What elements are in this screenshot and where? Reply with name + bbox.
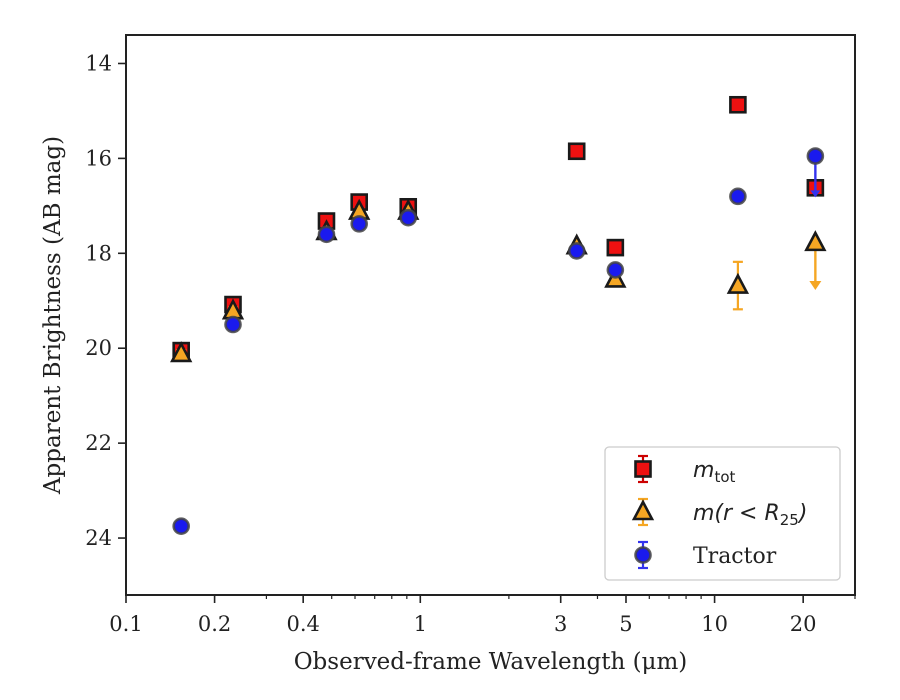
data-point [567,142,586,161]
data-point [606,238,625,257]
data-point [350,215,368,233]
data-point [567,242,586,260]
x-tick-label: 0.2 [198,612,231,636]
limit-arrow-head [809,280,822,290]
plot-frame [125,34,856,596]
data-point [729,187,747,206]
x-tick-label: 20 [790,612,817,636]
x-axis-label: Observed-frame Wavelength (μm) [294,649,688,675]
y-tick-label: 22 [85,431,112,455]
y-tick-label: 20 [85,336,112,360]
series-square [172,95,825,360]
limit-arrow-head [810,190,821,198]
legend-label: m(r < R25) [693,501,807,529]
markers-layer [170,95,827,535]
y-tick-label: 18 [85,241,112,265]
x-axis: 0.1 0.2 0.4 1 3 5 10 20 [109,595,856,636]
x-tick-label: 0.1 [109,612,142,636]
y-axis: 14 16 18 20 22 24 [85,51,126,550]
y-tick-label: 16 [85,146,112,170]
data-point [806,147,825,165]
data-point [726,272,750,294]
x-tick-label: 10 [701,612,728,636]
data-point [224,315,242,334]
legend-marker [631,499,655,521]
legend-marker [634,460,652,478]
x-tick-label: 3 [554,612,567,636]
data-point [172,517,190,535]
x-tick-label: 5 [619,612,632,636]
data-point [729,95,747,114]
legend-label: mtot [693,458,735,486]
data-point [606,261,625,279]
legend-frame [604,446,841,581]
y-tick-label: 24 [85,526,112,550]
y-axis-label: Apparent Brightness (AB mag) [40,136,66,495]
data-point [170,341,193,363]
series-triangle [170,198,827,363]
x-tick-label: 0.4 [286,612,319,636]
x-tick-label: 1 [414,612,427,636]
data-point [399,208,418,227]
series-circle [172,147,825,535]
legend-marker [634,546,652,564]
y-tick-label: 14 [85,51,112,75]
data-point [804,230,827,252]
legend: mtot m(r < R25) Tractor [604,446,841,581]
legend-label: Tractor [693,544,777,569]
data-point [317,225,336,244]
